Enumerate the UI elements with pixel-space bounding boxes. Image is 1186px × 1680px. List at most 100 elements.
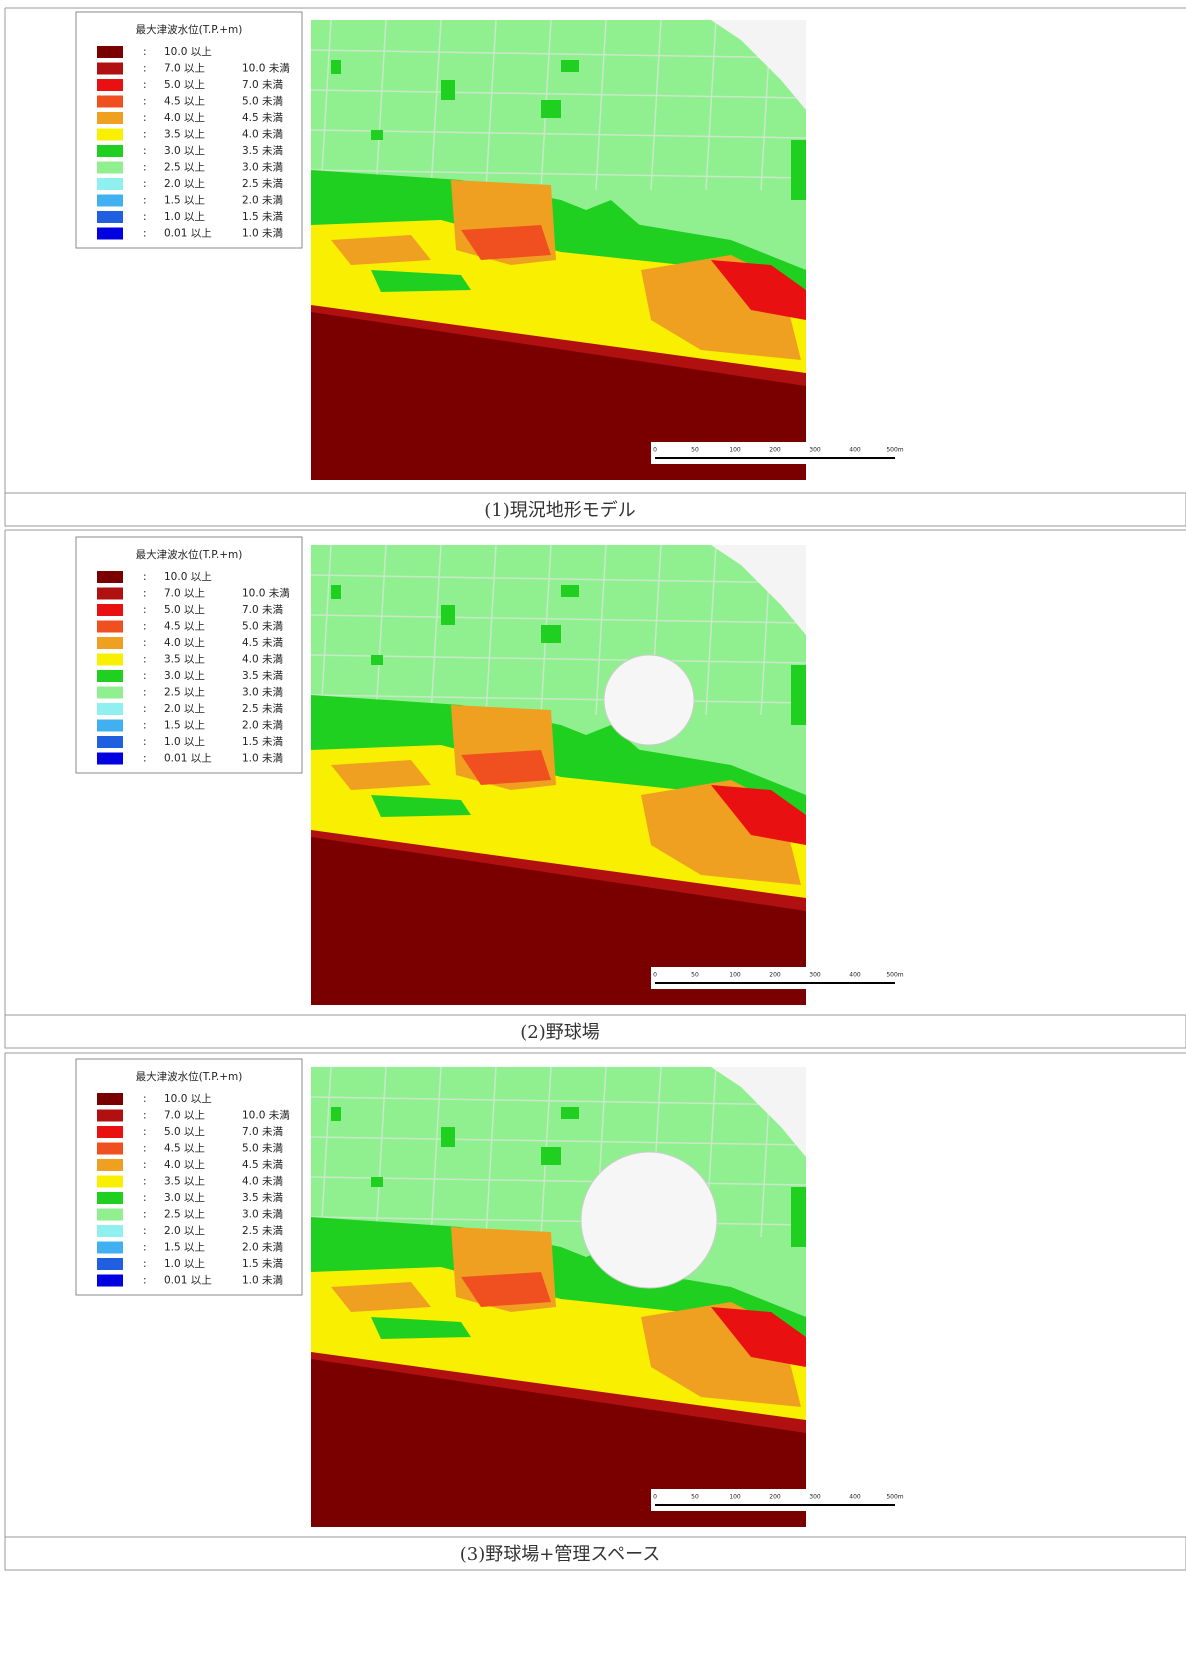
map-area (541, 1147, 561, 1165)
legend-to: 4.0 未満 (242, 654, 284, 666)
map-area (371, 130, 383, 140)
page: 050100200300400500m最大津波水位(T.P.+m):10.0 以… (0, 0, 1186, 1680)
legend-from: 0.01 以上 (164, 1275, 212, 1287)
legend-to: 4.5 未満 (242, 637, 284, 649)
legend-title: 最大津波水位(T.P.+m) (136, 23, 243, 36)
legend-from: 4.0 以上 (164, 637, 205, 649)
legend-swatch (97, 211, 123, 223)
legend-separator: : (143, 1110, 147, 1122)
scale-label: 50 (691, 447, 699, 454)
legend-from: 4.5 以上 (164, 1143, 205, 1155)
legend-swatch (97, 1258, 123, 1270)
legend-separator: : (143, 1225, 147, 1237)
legend-to: 7.0 未満 (242, 604, 284, 616)
legend-from: 4.0 以上 (164, 112, 205, 124)
legend-swatch (97, 79, 123, 91)
legend-from: 2.0 以上 (164, 1225, 205, 1237)
legend-separator: : (143, 1093, 147, 1105)
scale-label: 100 (729, 972, 741, 979)
legend-separator: : (143, 145, 147, 157)
caption: (3)野球場+管理スペース (460, 1544, 660, 1565)
legend-swatch (97, 129, 123, 141)
legend-separator: : (143, 1192, 147, 1204)
legend-from: 1.5 以上 (164, 195, 205, 207)
legend-separator: : (143, 211, 147, 223)
legend-swatch (97, 1225, 123, 1237)
park-area (581, 1152, 717, 1288)
legend-from: 3.0 以上 (164, 670, 205, 682)
legend-from: 2.5 以上 (164, 687, 205, 699)
legend-separator: : (143, 129, 147, 141)
legend-separator: : (143, 112, 147, 124)
legend-to: 2.0 未満 (242, 195, 284, 207)
legend-to: 2.0 未満 (242, 720, 284, 732)
map-area (331, 585, 341, 599)
legend-swatch (97, 1242, 123, 1254)
legend-to: 1.5 未満 (242, 1258, 284, 1270)
legend-to: 3.5 未満 (242, 1192, 284, 1204)
scale-label: 200 (769, 447, 781, 454)
legend-separator: : (143, 687, 147, 699)
legend-separator: : (143, 1258, 147, 1270)
map-area (371, 1177, 383, 1187)
scale-label: 200 (769, 972, 781, 979)
legend-swatch (97, 178, 123, 190)
legend-from: 3.0 以上 (164, 145, 205, 157)
scale-label: 50 (691, 1494, 699, 1501)
legend-swatch (97, 654, 123, 666)
legend-to: 3.0 未満 (242, 162, 284, 174)
scale-label: 100 (729, 1494, 741, 1501)
legend-swatch (97, 670, 123, 682)
scale-label: 500m (886, 972, 903, 979)
legend-to: 2.0 未満 (242, 1242, 284, 1254)
map-area (561, 1107, 579, 1119)
legend-to: 2.5 未満 (242, 703, 284, 715)
legend-from: 3.5 以上 (164, 1176, 205, 1188)
legend-separator: : (143, 588, 147, 600)
legend-swatch (97, 687, 123, 699)
legend-separator: : (143, 79, 147, 91)
legend-swatch (97, 621, 123, 633)
legend-from: 10.0 以上 (164, 1093, 212, 1105)
legend-swatch (97, 1275, 123, 1287)
legend-to: 7.0 未満 (242, 1126, 284, 1138)
legend-separator: : (143, 46, 147, 58)
map (311, 545, 806, 1005)
legend-from: 3.5 以上 (164, 129, 205, 141)
scale-label: 0 (653, 972, 657, 979)
legend-from: 1.0 以上 (164, 736, 205, 748)
legend-to: 10.0 未満 (242, 63, 290, 75)
legend-to: 3.5 未満 (242, 145, 284, 157)
legend-from: 1.5 以上 (164, 1242, 205, 1254)
scale-label: 300 (809, 447, 821, 454)
legend-to: 3.0 未満 (242, 687, 284, 699)
legend-separator: : (143, 720, 147, 732)
legend-from: 4.5 以上 (164, 96, 205, 108)
legend-from: 10.0 以上 (164, 571, 212, 583)
map-area (791, 665, 806, 725)
legend-from: 7.0 以上 (164, 1110, 205, 1122)
legend-from: 5.0 以上 (164, 604, 205, 616)
map-area (791, 1187, 806, 1247)
legend-separator: : (143, 1209, 147, 1221)
scale-label: 300 (809, 1494, 821, 1501)
legend-to: 4.5 未満 (242, 1159, 284, 1171)
scale-label: 50 (691, 972, 699, 979)
legend: 最大津波水位(T.P.+m):10.0 以上:7.0 以上10.0 未満:5.0… (76, 537, 302, 773)
scale-label: 500m (886, 1494, 903, 1501)
legend-to: 1.0 未満 (242, 228, 284, 240)
legend-from: 1.5 以上 (164, 720, 205, 732)
legend-from: 2.5 以上 (164, 162, 205, 174)
caption: (2)野球場 (520, 1022, 600, 1043)
legend-swatch (97, 1192, 123, 1204)
legend-to: 1.0 未満 (242, 1275, 284, 1287)
map-area (561, 585, 579, 597)
legend-swatch (97, 1209, 123, 1221)
map-area (561, 60, 579, 72)
legend-from: 1.0 以上 (164, 1258, 205, 1270)
legend-separator: : (143, 604, 147, 616)
legend-title: 最大津波水位(T.P.+m) (136, 548, 243, 561)
park-area (604, 655, 694, 745)
